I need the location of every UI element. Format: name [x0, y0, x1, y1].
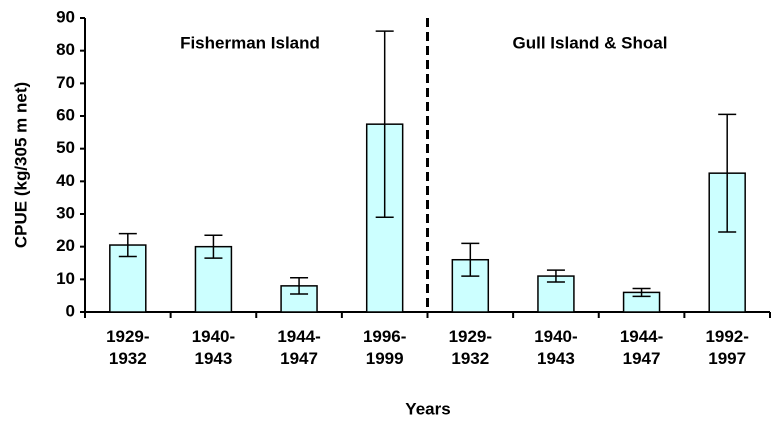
error-bar [204, 234, 223, 259]
y-tick-label: 40 [56, 171, 75, 190]
x-tick-label: 1944- 1947 [619, 327, 664, 368]
error-bar [718, 113, 737, 233]
x-tick-label: 1944- 1947 [277, 327, 321, 368]
x-tick-label: 1929- 1932 [106, 327, 150, 368]
y-tick-label: 90 [56, 7, 75, 26]
error-bar [375, 30, 394, 219]
y-tick-label: 30 [56, 203, 75, 222]
y-tick-label: 20 [56, 236, 75, 255]
error-bar [118, 232, 137, 258]
x-tick-label: 1996- 1999 [362, 327, 407, 368]
annotation: Gull Island & Shoal [513, 33, 668, 52]
error-bar [546, 269, 565, 283]
x-tick-label: 1940- 1943 [191, 327, 236, 368]
y-tick-label: 60 [56, 105, 75, 124]
error-bar [290, 276, 309, 295]
y-tick-label: 50 [56, 138, 75, 157]
y-tick-label: 0 [66, 301, 75, 320]
x-axis-label: Years [405, 399, 450, 418]
y-axis-label: CPUE (kg/305 m net) [11, 82, 30, 248]
y-tick-label: 80 [56, 40, 75, 59]
y-tick-label: 10 [56, 269, 75, 288]
error-bar [461, 242, 480, 277]
x-tick-label: 1940- 1943 [534, 327, 578, 368]
annotation: Fisherman Island [180, 33, 320, 52]
y-tick-label: 70 [56, 73, 75, 92]
error-bar [632, 287, 651, 298]
x-tick-label: 1929- 1932 [448, 327, 493, 368]
x-tick-label: 1992- 1997 [705, 327, 749, 368]
